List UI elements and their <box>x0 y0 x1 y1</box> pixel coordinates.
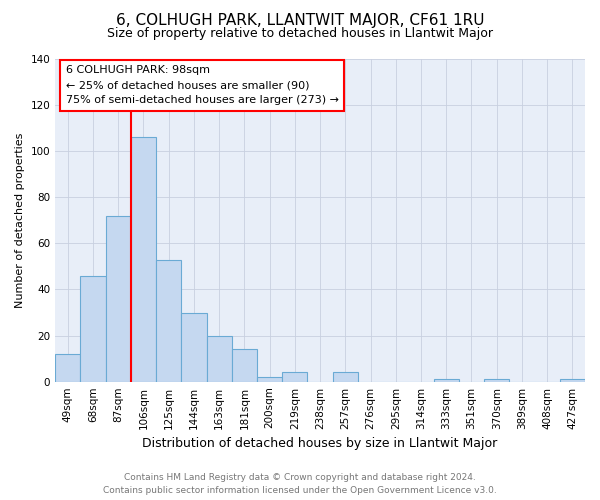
Bar <box>560 380 585 382</box>
Bar <box>106 216 131 382</box>
Y-axis label: Number of detached properties: Number of detached properties <box>15 132 25 308</box>
Text: 6, COLHUGH PARK, LLANTWIT MAJOR, CF61 1RU: 6, COLHUGH PARK, LLANTWIT MAJOR, CF61 1R… <box>116 12 484 28</box>
Bar <box>434 380 459 382</box>
Bar <box>80 276 106 382</box>
Bar <box>232 350 257 382</box>
Bar <box>282 372 307 382</box>
Text: Contains HM Land Registry data © Crown copyright and database right 2024.
Contai: Contains HM Land Registry data © Crown c… <box>103 474 497 495</box>
Text: 6 COLHUGH PARK: 98sqm
← 25% of detached houses are smaller (90)
75% of semi-deta: 6 COLHUGH PARK: 98sqm ← 25% of detached … <box>66 66 339 105</box>
Text: Size of property relative to detached houses in Llantwit Major: Size of property relative to detached ho… <box>107 28 493 40</box>
Bar <box>206 336 232 382</box>
Bar <box>131 138 156 382</box>
Bar <box>55 354 80 382</box>
Bar <box>181 312 206 382</box>
X-axis label: Distribution of detached houses by size in Llantwit Major: Distribution of detached houses by size … <box>142 437 498 450</box>
Bar <box>156 260 181 382</box>
Bar <box>332 372 358 382</box>
Bar <box>257 377 282 382</box>
Bar <box>484 380 509 382</box>
